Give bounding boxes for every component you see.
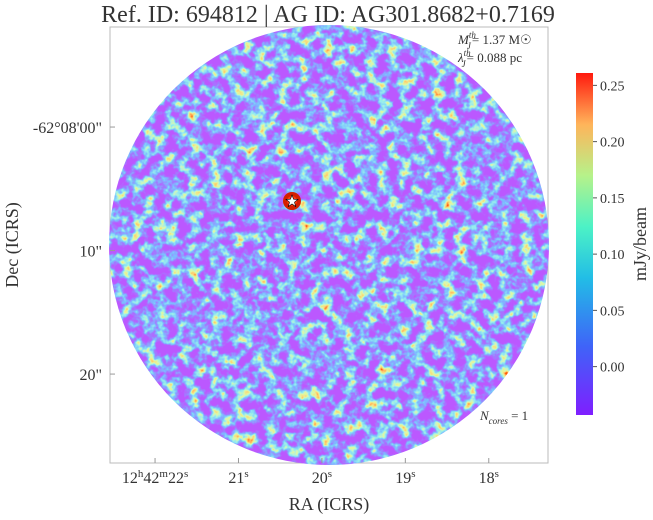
y-tick-label: 20" bbox=[79, 367, 102, 384]
annotation-part: N bbox=[479, 408, 490, 423]
colorbar-tick-label: 0.15 bbox=[600, 192, 625, 207]
annotation-part: cores bbox=[489, 416, 509, 426]
x-tick-label: 20s bbox=[312, 468, 332, 487]
annotation: λth J= 0.088 pc bbox=[457, 48, 522, 69]
y-tick-label: 10" bbox=[79, 244, 102, 261]
x-tick-label: 12h42m22s bbox=[122, 468, 188, 487]
x-tick-label: 19s bbox=[395, 468, 415, 487]
annotation: Mth J= 1.37 M☉ bbox=[457, 30, 532, 51]
annotation-part: = 0.088 pc bbox=[467, 50, 523, 65]
colorbar-tick-label: 0.25 bbox=[600, 79, 625, 94]
colorbar-tick-label: 0.20 bbox=[600, 136, 625, 151]
colorbar-tick-label: 0.10 bbox=[600, 248, 625, 263]
annotation-part: M bbox=[457, 32, 470, 47]
y-axis-label: Dec (ICRS) bbox=[2, 202, 23, 287]
annotation-part: = 1.37 M☉ bbox=[472, 32, 532, 47]
y-tick-label: -62°08'00" bbox=[33, 120, 102, 137]
chart-title: Ref. ID: 694812 | AG ID: AG301.8682+0.71… bbox=[101, 2, 555, 28]
annotation-part: = 1 bbox=[508, 408, 528, 423]
annotation-part: th bbox=[464, 48, 472, 58]
core-marker bbox=[285, 194, 299, 208]
intensity-map bbox=[109, 25, 549, 465]
annotation: Ncores = 1 bbox=[479, 408, 528, 426]
x-tick-label: 18s bbox=[479, 468, 499, 487]
colorbar-label: mJy/beam bbox=[630, 207, 650, 281]
colorbar-tick-label: 0.00 bbox=[600, 361, 625, 376]
colorbar-tick-label: 0.05 bbox=[600, 304, 625, 319]
x-tick-label: 21s bbox=[228, 468, 248, 487]
colorbar bbox=[576, 73, 593, 415]
annotation-part: th bbox=[469, 30, 477, 40]
annotation-part: J bbox=[462, 59, 467, 69]
x-axis-label: RA (ICRS) bbox=[289, 494, 370, 515]
annotation-part: J bbox=[467, 41, 472, 51]
annotation-part: λ bbox=[457, 50, 464, 65]
